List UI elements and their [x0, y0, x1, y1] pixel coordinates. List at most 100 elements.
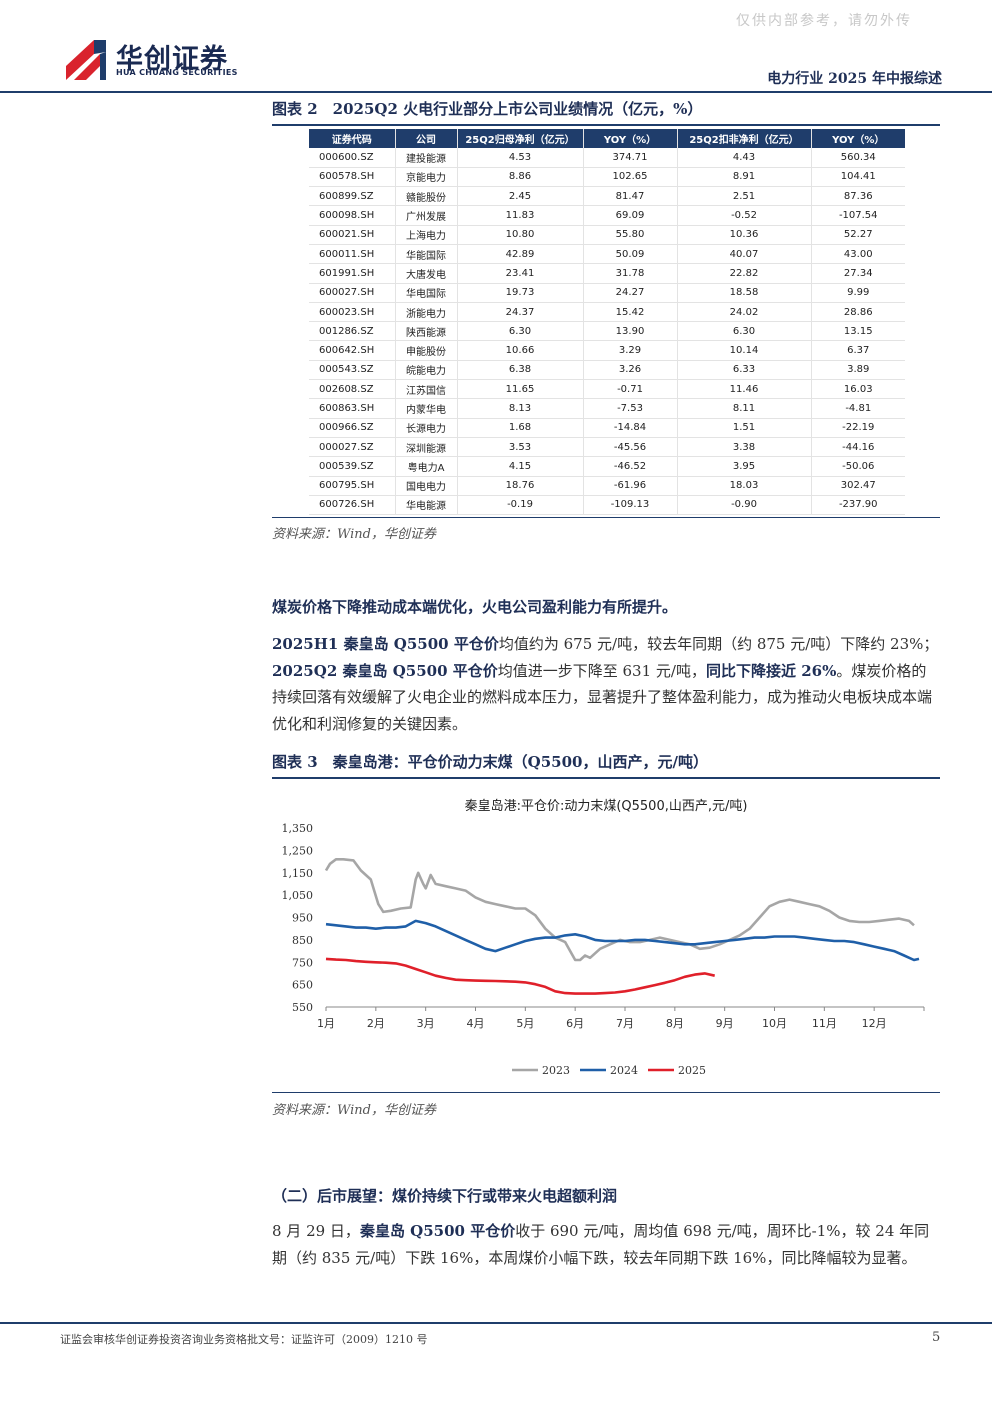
table-cell: 18.76 [456, 476, 583, 496]
x-tick-label: 8月 [666, 1017, 684, 1030]
para-text: 均值约为 675 元/吨，较去年同期（约 875 元/吨）下降约 23%； [498, 635, 939, 653]
table-row: 600023.SH 浙能电力 24.37 15.42 24.02 28.86 [309, 302, 905, 323]
table-cell: 8.13 [456, 398, 583, 419]
x-tick-label: 7月 [616, 1017, 634, 1030]
table-row: 600795.SH 国电电力 18.76 -61.96 18.03 302.47 [309, 476, 905, 496]
table-cell: 华电国际 [394, 283, 457, 303]
legend-label-2024: 2024 [610, 1064, 638, 1077]
table-cell: 000600.SZ [309, 148, 395, 168]
table-cell: 上海电力 [394, 225, 457, 245]
table-cell: 104.41 [810, 167, 905, 188]
table-row: 000966.SZ 长源电力 1.68 -14.84 1.51 -22.19 [309, 418, 905, 438]
col-header-yoy1: YOY（%） [582, 129, 677, 148]
col-header-deducted-profit: 25Q2扣非净利（亿元） [676, 129, 811, 148]
table-cell: 52.27 [810, 225, 905, 245]
table-cell: 3.53 [456, 437, 583, 458]
figure3-title: 图表 3 秦皇岛港：平仓价动力末煤（Q5500，山西产，元/吨） [272, 753, 708, 771]
table-cell: 600899.SZ [309, 186, 395, 207]
table-cell: 浙能电力 [394, 302, 457, 323]
table-row: 601991.SH 大唐发电 23.41 31.78 22.82 27.34 [309, 263, 905, 284]
logo-text-cn: 华创证券 [116, 44, 228, 75]
table-cell: 4.43 [676, 148, 811, 168]
table-cell: 10.66 [456, 340, 583, 361]
table-row: 001286.SZ 陕西能源 6.30 13.90 6.30 13.15 [309, 321, 905, 342]
table-row: 600098.SH 广州发展 11.83 69.09 -0.52 -107.54 [309, 205, 905, 226]
table-cell: 13.90 [582, 321, 677, 342]
series-line-2023 [324, 858, 915, 962]
table-cell: 6.37 [810, 340, 905, 361]
x-tick-label: 11月 [812, 1017, 837, 1030]
table-row: 600578.SH 京能电力 8.86 102.65 8.91 104.41 [309, 167, 905, 188]
table-cell: 000027.SZ [309, 437, 395, 458]
table-cell: 1.51 [676, 418, 811, 438]
figure3-bottom-rule [272, 1092, 940, 1093]
table-cell: 600578.SH [309, 167, 395, 188]
table-cell: 43.00 [810, 244, 905, 265]
legend-label-2025: 2025 [678, 1064, 706, 1077]
table-cell: 2.45 [456, 186, 583, 207]
table-cell: 55.80 [582, 225, 677, 245]
y-tick-label: 1,250 [282, 844, 314, 857]
table-cell: -22.19 [810, 418, 905, 438]
figure3-source: 资料来源：Wind，华创证券 [272, 1103, 436, 1118]
table-cell: 陕西能源 [394, 321, 457, 342]
table-cell: 8.86 [456, 167, 583, 188]
table-row: 600726.SH 华电能源 -0.19 -109.13 -0.90 -237.90 [309, 495, 905, 516]
table-cell: 赣能股份 [394, 186, 457, 207]
para-text: 8 月 29 日， [272, 1222, 360, 1240]
x-tick-label: 1月 [317, 1017, 335, 1030]
table-cell: 3.29 [582, 340, 677, 361]
para-text: 均值进一步下降至 631 元/吨， [497, 661, 706, 680]
table-cell: -237.90 [810, 495, 905, 516]
table-row: 000600.SZ 建投能源 4.53 374.71 4.43 560.34 [309, 148, 905, 168]
table-cell: 粤电力A [394, 456, 457, 477]
table-cell: 19.73 [456, 283, 583, 303]
table-header-row: 证券代码 公司 25Q2归母净利（亿元） YOY（%） 25Q2扣非净利（亿元）… [309, 129, 905, 148]
table-cell: 11.46 [676, 379, 811, 400]
table-cell: 长源电力 [394, 418, 457, 438]
logo-mark-icon [66, 40, 106, 80]
table-row: 000539.SZ 粤电力A 4.15 -46.52 3.95 -50.06 [309, 456, 905, 477]
table-cell: 华能国际 [394, 244, 457, 265]
table-cell: 50.09 [582, 244, 677, 265]
table-cell: 28.86 [810, 302, 905, 323]
table-cell: -0.19 [456, 495, 583, 516]
table-cell: 001286.SZ [309, 321, 395, 342]
table-cell: 40.07 [676, 244, 811, 265]
table-cell: 600023.SH [309, 302, 395, 323]
table-row: 600011.SH 华能国际 42.89 50.09 40.07 43.00 [309, 244, 905, 265]
table-cell: 广州发展 [394, 205, 457, 226]
table-cell: 000966.SZ [309, 418, 395, 438]
table-cell: 69.09 [582, 205, 677, 226]
table-row: 600027.SH 华电国际 19.73 24.27 18.58 9.99 [309, 283, 905, 303]
table-cell: 600726.SH [309, 495, 395, 516]
figure3-top-rule [272, 777, 940, 779]
table-row: 002608.SZ 江苏国信 11.65 -0.71 11.46 16.03 [309, 379, 905, 400]
y-tick-label: 550 [292, 1001, 313, 1014]
table-cell: 11.65 [456, 379, 583, 400]
para-bold: 秦皇岛 Q5500 平仓价 [359, 1222, 516, 1240]
table-cell: 4.15 [456, 456, 583, 477]
x-tick-label: 3月 [417, 1017, 435, 1030]
table-cell: 6.30 [456, 321, 583, 342]
table-cell: 600642.SH [309, 340, 395, 361]
y-tick-label: 750 [292, 956, 313, 969]
y-tick-label: 850 [292, 934, 313, 947]
table-cell: 11.83 [456, 205, 583, 226]
table-cell: -45.56 [582, 437, 677, 458]
x-tick-label: 6月 [566, 1017, 584, 1030]
footer-license-text: 证监会审核华创证券投资咨询业务资格批文号：证监许可（2009）1210 号 [60, 1333, 428, 1346]
table-cell: 24.02 [676, 302, 811, 323]
table-cell: 000543.SZ [309, 360, 395, 381]
table-cell: 6.38 [456, 360, 583, 381]
table-cell: 内蒙华电 [394, 398, 457, 419]
table-cell: 42.89 [456, 244, 583, 265]
confidential-watermark: 仅供内部参考，请勿外传 [736, 13, 912, 29]
table-cell: 15.42 [582, 302, 677, 323]
col-header-company: 公司 [394, 129, 457, 148]
table-cell: 2.51 [676, 186, 811, 207]
table-cell: 600027.SH [309, 283, 395, 303]
para-bold: 2025Q2 秦皇岛 Q5500 平仓价 [272, 661, 498, 680]
table-cell: -107.54 [810, 205, 905, 226]
table-cell: 24.27 [582, 283, 677, 303]
